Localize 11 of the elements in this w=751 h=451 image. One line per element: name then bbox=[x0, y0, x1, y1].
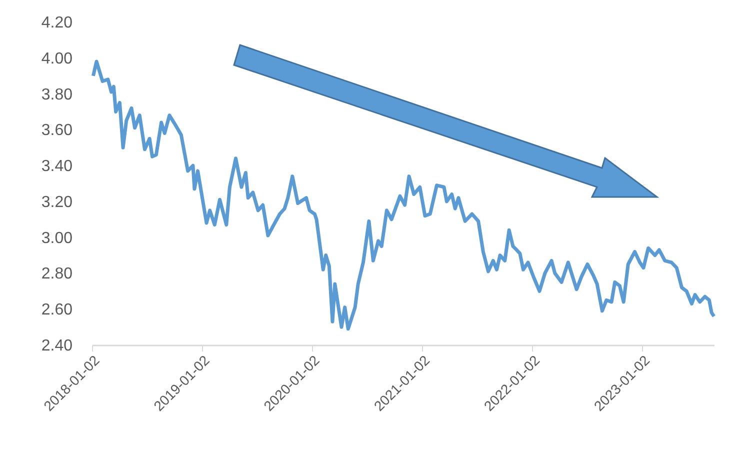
y-tick-label: 4.20 bbox=[41, 14, 73, 32]
y-tick-label: 2.40 bbox=[41, 338, 73, 354]
y-tick-label: 3.20 bbox=[41, 194, 73, 211]
y-tick-label: 3.40 bbox=[41, 158, 73, 176]
y-tick-label: 4.00 bbox=[41, 50, 73, 68]
line-series bbox=[91, 60, 716, 331]
y-tick-label: 3.60 bbox=[41, 122, 73, 140]
y-tick-label: 3.00 bbox=[41, 230, 73, 247]
y-tick-label: 2.60 bbox=[41, 302, 73, 319]
y-tick-label: 3.80 bbox=[41, 86, 73, 104]
y-tick-label: 2.80 bbox=[41, 266, 73, 283]
